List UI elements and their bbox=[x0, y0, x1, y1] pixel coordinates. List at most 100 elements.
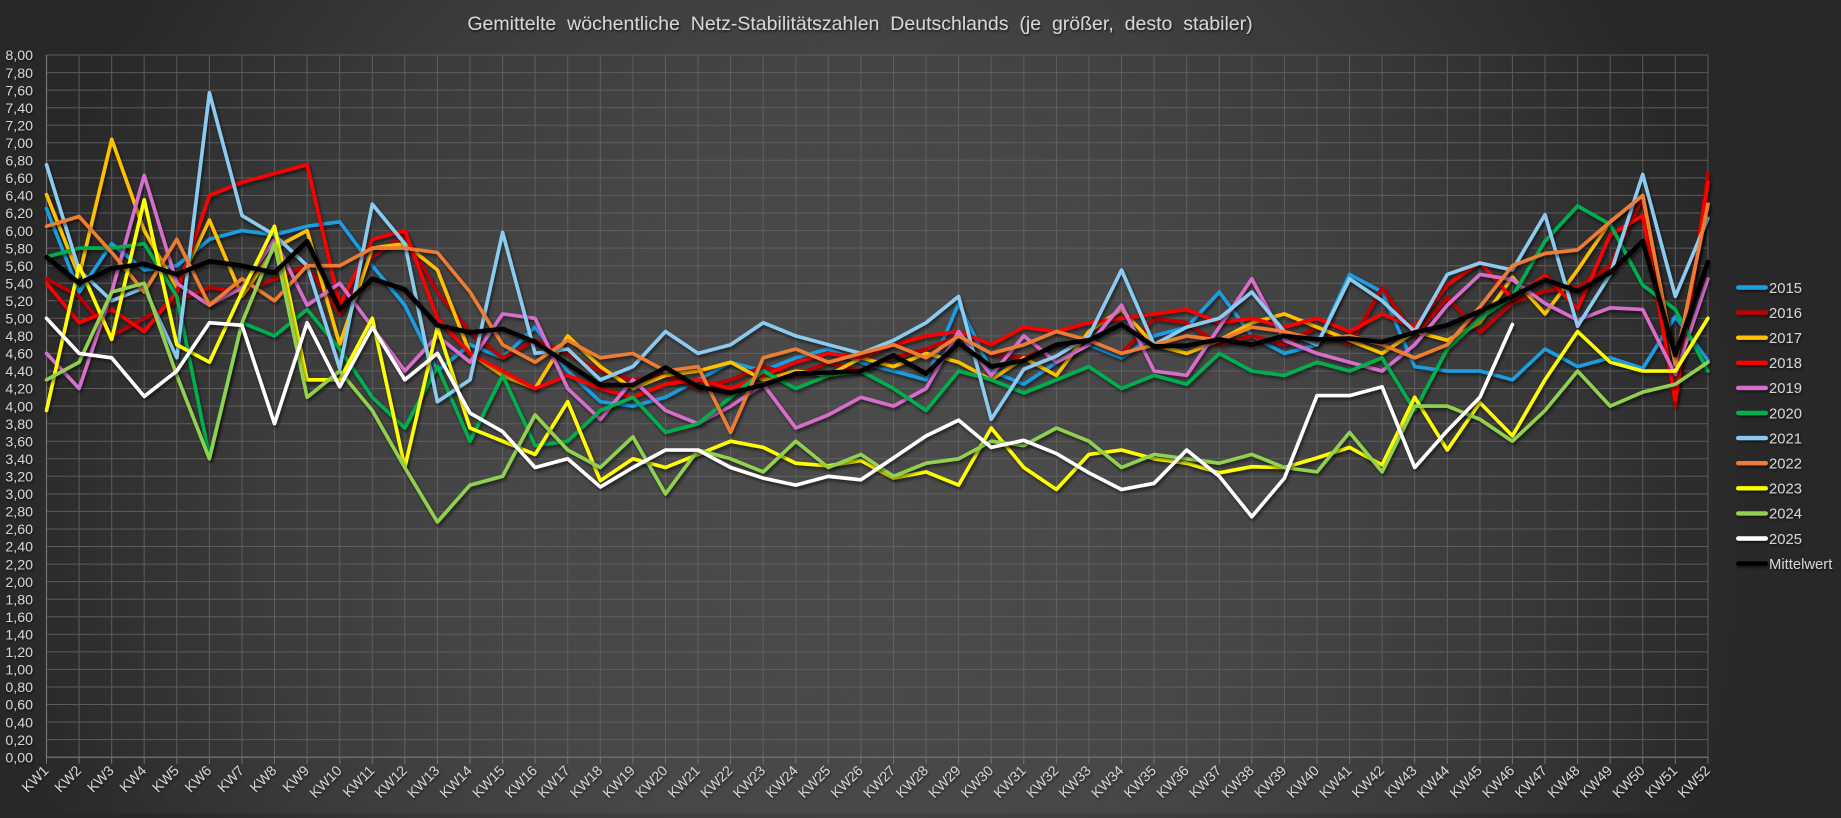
svg-text:5,60: 5,60 bbox=[5, 259, 33, 275]
svg-text:2,20: 2,20 bbox=[5, 557, 33, 573]
svg-text:6,20: 6,20 bbox=[5, 206, 33, 222]
svg-text:KW25: KW25 bbox=[795, 763, 834, 802]
svg-text:Gemittelte wöchentliche Netz-S: Gemittelte wöchentliche Netz-Stabilitäts… bbox=[467, 13, 1252, 35]
svg-text:KW19: KW19 bbox=[600, 763, 639, 802]
svg-text:2016: 2016 bbox=[1769, 306, 1802, 322]
svg-text:1,00: 1,00 bbox=[5, 663, 33, 679]
svg-text:KW50: KW50 bbox=[1610, 763, 1649, 802]
svg-text:KW11: KW11 bbox=[340, 763, 378, 801]
svg-text:KW2: KW2 bbox=[52, 763, 85, 796]
svg-text:2019: 2019 bbox=[1769, 381, 1802, 397]
svg-text:Mittelwert: Mittelwert bbox=[1769, 557, 1832, 573]
svg-text:KW47: KW47 bbox=[1512, 763, 1551, 802]
svg-text:KW41: KW41 bbox=[1317, 763, 1356, 802]
svg-text:2,00: 2,00 bbox=[5, 575, 33, 591]
svg-text:4,40: 4,40 bbox=[5, 364, 33, 380]
svg-text:2015: 2015 bbox=[1769, 281, 1802, 297]
svg-text:KW21: KW21 bbox=[665, 763, 704, 802]
svg-text:KW42: KW42 bbox=[1349, 763, 1388, 802]
svg-text:KW43: KW43 bbox=[1382, 763, 1421, 802]
svg-text:KW18: KW18 bbox=[567, 763, 606, 802]
svg-text:KW4: KW4 bbox=[117, 763, 150, 796]
svg-text:KW28: KW28 bbox=[893, 763, 932, 802]
svg-text:1,60: 1,60 bbox=[5, 610, 33, 626]
svg-text:3,00: 3,00 bbox=[5, 487, 33, 503]
svg-text:5,80: 5,80 bbox=[5, 241, 33, 257]
svg-text:7,00: 7,00 bbox=[5, 136, 33, 152]
svg-text:0,60: 0,60 bbox=[5, 698, 33, 714]
svg-text:KW32: KW32 bbox=[1024, 763, 1063, 802]
svg-text:2023: 2023 bbox=[1769, 482, 1802, 498]
svg-text:6,60: 6,60 bbox=[5, 171, 33, 187]
svg-text:6,80: 6,80 bbox=[5, 154, 33, 170]
svg-text:2025: 2025 bbox=[1769, 532, 1802, 548]
svg-text:KW45: KW45 bbox=[1447, 763, 1486, 802]
svg-text:4,00: 4,00 bbox=[5, 399, 33, 415]
svg-text:KW15: KW15 bbox=[470, 763, 509, 802]
svg-text:2022: 2022 bbox=[1769, 457, 1802, 473]
svg-text:KW48: KW48 bbox=[1545, 763, 1584, 802]
svg-text:7,20: 7,20 bbox=[5, 118, 33, 134]
svg-text:KW39: KW39 bbox=[1252, 763, 1291, 802]
svg-text:KW40: KW40 bbox=[1284, 763, 1323, 802]
svg-text:7,80: 7,80 bbox=[5, 66, 33, 82]
svg-text:6,40: 6,40 bbox=[5, 189, 33, 205]
svg-text:1,40: 1,40 bbox=[5, 628, 33, 644]
svg-text:6,00: 6,00 bbox=[5, 224, 33, 240]
svg-text:1,80: 1,80 bbox=[5, 592, 33, 608]
svg-text:KW35: KW35 bbox=[1121, 763, 1160, 802]
svg-text:KW38: KW38 bbox=[1219, 763, 1258, 802]
svg-text:KW46: KW46 bbox=[1480, 763, 1519, 802]
svg-text:KW23: KW23 bbox=[730, 763, 769, 802]
svg-text:2,80: 2,80 bbox=[5, 505, 33, 521]
svg-text:2024: 2024 bbox=[1769, 507, 1802, 523]
svg-text:3,40: 3,40 bbox=[5, 452, 33, 468]
svg-text:KW16: KW16 bbox=[502, 763, 541, 802]
svg-text:KW33: KW33 bbox=[1056, 763, 1095, 802]
svg-text:KW24: KW24 bbox=[763, 763, 802, 802]
svg-text:7,60: 7,60 bbox=[5, 83, 33, 99]
svg-text:4,20: 4,20 bbox=[5, 382, 33, 398]
svg-text:KW10: KW10 bbox=[307, 763, 346, 802]
svg-text:KW17: KW17 bbox=[535, 763, 574, 802]
svg-text:5,40: 5,40 bbox=[5, 276, 33, 292]
svg-text:KW20: KW20 bbox=[633, 763, 672, 802]
svg-text:KW12: KW12 bbox=[372, 763, 411, 802]
svg-text:8,00: 8,00 bbox=[5, 48, 33, 64]
svg-text:2017: 2017 bbox=[1769, 331, 1802, 347]
svg-text:3,20: 3,20 bbox=[5, 470, 33, 486]
svg-text:KW51: KW51 bbox=[1642, 763, 1681, 802]
svg-text:KW37: KW37 bbox=[1186, 763, 1225, 802]
svg-text:3,80: 3,80 bbox=[5, 417, 33, 433]
svg-text:0,20: 0,20 bbox=[5, 733, 33, 749]
svg-text:KW31: KW31 bbox=[991, 763, 1030, 802]
svg-text:2,40: 2,40 bbox=[5, 540, 33, 556]
svg-text:KW7: KW7 bbox=[215, 763, 248, 796]
svg-text:0,00: 0,00 bbox=[5, 750, 33, 766]
svg-text:5,00: 5,00 bbox=[5, 312, 33, 328]
svg-text:KW52: KW52 bbox=[1675, 763, 1714, 802]
svg-text:KW6: KW6 bbox=[182, 763, 215, 796]
svg-text:0,80: 0,80 bbox=[5, 680, 33, 696]
svg-text:2018: 2018 bbox=[1769, 356, 1802, 372]
svg-text:KW13: KW13 bbox=[405, 763, 444, 802]
svg-text:KW29: KW29 bbox=[926, 763, 965, 802]
svg-text:4,80: 4,80 bbox=[5, 329, 33, 345]
svg-text:5,20: 5,20 bbox=[5, 294, 33, 310]
svg-text:KW27: KW27 bbox=[861, 763, 900, 802]
svg-text:0,40: 0,40 bbox=[5, 715, 33, 731]
svg-text:7,40: 7,40 bbox=[5, 101, 33, 117]
svg-text:KW49: KW49 bbox=[1577, 763, 1616, 802]
svg-text:2021: 2021 bbox=[1769, 431, 1802, 447]
svg-text:KW44: KW44 bbox=[1414, 763, 1453, 802]
svg-text:2020: 2020 bbox=[1769, 406, 1802, 422]
svg-text:3,60: 3,60 bbox=[5, 434, 33, 450]
svg-text:2,60: 2,60 bbox=[5, 522, 33, 538]
svg-text:KW36: KW36 bbox=[1154, 763, 1193, 802]
svg-text:KW8: KW8 bbox=[247, 763, 280, 796]
svg-text:KW26: KW26 bbox=[828, 763, 867, 802]
svg-text:KW30: KW30 bbox=[958, 763, 997, 802]
svg-text:KW1: KW1 bbox=[19, 763, 52, 796]
svg-text:KW3: KW3 bbox=[84, 763, 117, 796]
svg-text:1,20: 1,20 bbox=[5, 645, 33, 661]
